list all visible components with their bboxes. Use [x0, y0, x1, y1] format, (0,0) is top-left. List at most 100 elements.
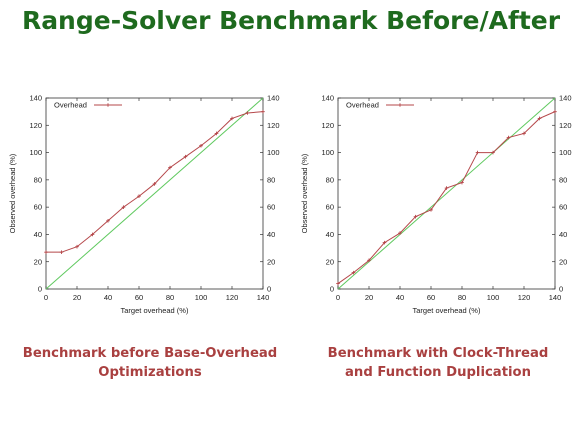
- y-tick-label-left: 0: [38, 285, 42, 294]
- y-tick-label-right: 100: [267, 148, 280, 157]
- x-tick-label: 40: [104, 293, 112, 302]
- data-point: [121, 205, 126, 209]
- series-line-overhead: [337, 111, 556, 284]
- data-point: [245, 111, 250, 115]
- caption-after-line1: Benchmark with Clock-Thread: [327, 346, 549, 361]
- data-point: [44, 250, 48, 254]
- plot-frame: [45, 97, 264, 290]
- x-tick-label: 120: [518, 293, 531, 302]
- x-tick-label: 80: [166, 293, 174, 302]
- data-point: [537, 116, 542, 121]
- legend-marker: [398, 103, 402, 107]
- x-tick-label: 40: [396, 293, 404, 302]
- y-tick-label-left: 40: [326, 230, 334, 239]
- data-point: [261, 109, 265, 114]
- data-point: [75, 244, 79, 249]
- legend-label: Overhead: [346, 101, 379, 110]
- x-tick-label: 0: [336, 293, 340, 302]
- y-tick-label-right: 140: [267, 94, 280, 103]
- data-point: [398, 231, 402, 235]
- data-point: [382, 240, 387, 245]
- slide-title: Range-Solver Benchmark Before/After: [21, 6, 561, 35]
- y-tick-label-left: 120: [29, 121, 42, 130]
- data-point: [199, 143, 203, 148]
- y-tick-label-left: 0: [330, 285, 334, 294]
- y-tick-label-right: 60: [267, 203, 275, 212]
- series-line-overhead: [46, 111, 264, 253]
- caption-after: Benchmark with Clock-Thread and Function…: [293, 344, 582, 382]
- y-tick-label-left: 140: [321, 94, 334, 103]
- data-point: [522, 131, 526, 136]
- data-point: [475, 150, 480, 155]
- legend-label: Overhead: [54, 101, 87, 110]
- y-tick-label-right: 0: [559, 285, 563, 294]
- y-tick-label-right: 80: [559, 175, 567, 184]
- x-axis-label: Target overhead (%): [413, 306, 481, 315]
- x-tick-label: 20: [73, 293, 81, 302]
- y-tick-label-left: 100: [29, 148, 42, 157]
- x-tick-label: 140: [549, 293, 562, 302]
- data-point: [351, 270, 356, 275]
- data-point: [59, 250, 64, 254]
- y-tick-label-left: 20: [326, 257, 334, 266]
- caption-before-line2: Optimizations: [98, 365, 202, 380]
- caption-before: Benchmark before Base-Overhead Optimizat…: [5, 344, 295, 382]
- x-tick-label: 100: [195, 293, 208, 302]
- data-point: [106, 218, 110, 223]
- legend-marker: [106, 103, 110, 107]
- y-tick-label-right: 20: [559, 257, 567, 266]
- data-point: [553, 109, 557, 114]
- data-point: [230, 116, 234, 121]
- y-tick-label-right: 120: [267, 121, 280, 130]
- y-tick-label-right: 140: [559, 94, 572, 103]
- x-tick-label: 120: [226, 293, 239, 302]
- caption-after-line2: and Function Duplication: [345, 365, 531, 380]
- data-point: [367, 258, 371, 263]
- caption-before-line1: Benchmark before Base-Overhead: [22, 346, 278, 361]
- x-axis-label: Target overhead (%): [121, 306, 189, 315]
- y-tick-label-left: 80: [34, 175, 42, 184]
- data-point: [152, 182, 157, 186]
- data-point: [491, 150, 495, 155]
- data-point: [336, 281, 340, 286]
- y-axis-label: Observed overhead (%): [300, 153, 309, 233]
- data-point: [214, 131, 219, 136]
- y-tick-label-right: 20: [267, 257, 275, 266]
- y-tick-label-left: 60: [326, 203, 334, 212]
- data-point: [460, 180, 464, 185]
- y-tick-label-left: 80: [326, 175, 334, 184]
- data-point: [137, 194, 141, 199]
- y-tick-label-left: 100: [321, 148, 334, 157]
- y-tick-label-right: 60: [559, 203, 567, 212]
- y-tick-label-right: 80: [267, 175, 275, 184]
- x-tick-label: 60: [427, 293, 435, 302]
- data-point: [168, 165, 172, 170]
- y-tick-label-left: 120: [321, 121, 334, 130]
- x-tick-label: 20: [365, 293, 373, 302]
- data-point: [429, 208, 433, 212]
- y-tick-label-left: 40: [34, 230, 42, 239]
- reference-line: [45, 97, 264, 290]
- data-point: [444, 186, 449, 190]
- reference-line: [337, 97, 556, 290]
- plot-frame: [337, 97, 556, 290]
- y-tick-label-left: 140: [29, 94, 42, 103]
- y-tick-label-right: 40: [267, 230, 275, 239]
- y-tick-label-left: 20: [34, 257, 42, 266]
- x-tick-label: 0: [44, 293, 48, 302]
- x-tick-label: 100: [487, 293, 500, 302]
- x-tick-label: 60: [135, 293, 143, 302]
- data-point: [90, 232, 95, 237]
- y-tick-label-left: 60: [34, 203, 42, 212]
- x-tick-label: 140: [257, 293, 270, 302]
- y-tick-label-right: 40: [559, 230, 567, 239]
- data-point: [413, 214, 418, 219]
- y-axis-label: Observed overhead (%): [8, 153, 17, 233]
- data-point: [183, 154, 188, 159]
- y-tick-label-right: 120: [559, 121, 572, 130]
- y-tick-label-right: 100: [559, 148, 572, 157]
- data-point: [506, 135, 511, 140]
- y-tick-label-right: 0: [267, 285, 271, 294]
